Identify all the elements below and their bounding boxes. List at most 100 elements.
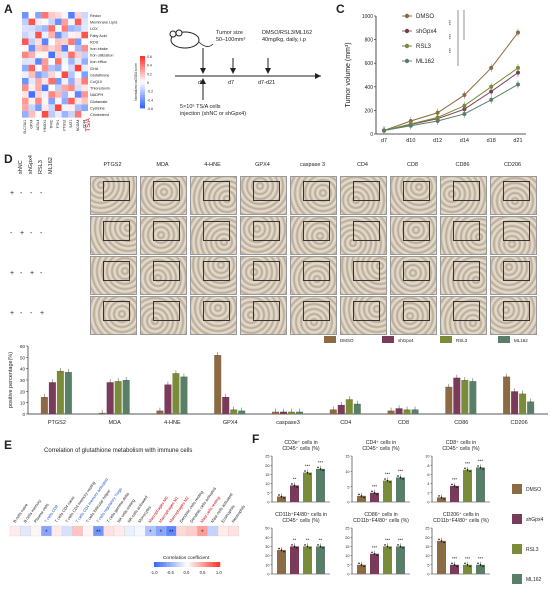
f-bar [450, 485, 459, 502]
c-x-tick-label: d12 [433, 138, 442, 144]
f-data-dot [296, 547, 298, 549]
f-y-tick-label: 5 [427, 563, 429, 567]
heatmap-cell [61, 78, 69, 85]
heatmap-cell [35, 25, 42, 32]
c-legend-marker [404, 28, 410, 34]
f-data-dot [482, 468, 484, 470]
heatmap-cell [22, 78, 29, 85]
d-ihc-image [490, 176, 537, 215]
heatmap-col-label: FTH1 [56, 119, 60, 128]
d-bar [527, 401, 535, 414]
colorbar-tick: -0.2 [147, 90, 153, 94]
colorbar-segment [140, 82, 145, 85]
heatmap-cell [68, 64, 75, 72]
f-significance: ** [293, 476, 297, 481]
heatmap-cell [55, 31, 62, 39]
c-legend-label: DMSO [416, 14, 434, 20]
d-bar [296, 411, 303, 414]
heatmap-cell [74, 91, 82, 98]
d-ihc-image [390, 296, 437, 335]
d-row-sign: - [30, 310, 33, 317]
d-y-tick-label: 60 [20, 344, 26, 349]
f-y-tick-label: 10 [265, 563, 269, 567]
f-y-tick-label: 2 [427, 491, 429, 495]
f-data-dot [363, 496, 365, 499]
heatmap-cell [22, 84, 29, 92]
f-bar [290, 546, 299, 574]
d-y-axis-label: positive percentage(%) [8, 352, 14, 408]
d-bar [64, 372, 72, 414]
d-ihc-image [140, 176, 187, 215]
f-y-tick-label: 10 [345, 554, 349, 558]
heatmap-cell [68, 78, 75, 85]
d-bar [453, 377, 461, 414]
f-data-dot [384, 544, 386, 546]
heatmap-cell [35, 64, 42, 72]
e-significance: * [160, 530, 163, 536]
e-legend-tick: -1.0 [150, 570, 158, 575]
d-marker-header: PTGS2 [103, 162, 122, 168]
heatmap-col-label: PTGS2 [63, 119, 67, 130]
heatmap-col-label: TFRC [49, 119, 53, 129]
d-bar [230, 409, 238, 414]
d-ihc-inset [403, 261, 430, 281]
f-data-dot [464, 562, 466, 565]
heatmap-row-label: Iron intake [90, 47, 108, 51]
b-tumor-size-label: Tumor size 50–100mm³ [216, 30, 246, 43]
c-y-tick-label: 0 [370, 132, 373, 138]
f-data-dot [278, 547, 280, 550]
f-y-tick-label: 10 [345, 470, 349, 474]
d-row-sign: + [10, 190, 15, 197]
f-chart-title: CD45⁺ cells (%) [362, 446, 400, 452]
f-data-dot [358, 493, 360, 496]
c-y-tick-label: 400 [365, 85, 374, 91]
e-heatmap-cell [134, 525, 146, 537]
heatmap-cell [35, 84, 42, 92]
e-legend-segment [213, 562, 216, 567]
d-ihc-image [440, 176, 487, 215]
heatmap-cell [48, 12, 55, 19]
heatmap-row-label: NADPH [90, 93, 104, 97]
f-significance: *** [465, 556, 471, 561]
e-significance: ** [96, 530, 101, 536]
heatmap-row-label: Thioredoxin [90, 87, 110, 91]
heatmap-cell [28, 97, 36, 105]
heatmap-cell [41, 58, 49, 65]
c-significance: *** [448, 20, 453, 26]
d-ihc-inset [203, 221, 230, 241]
heatmap-cell [81, 31, 88, 39]
f-significance: *** [385, 472, 391, 477]
heatmap-col-label: ACSL4 [36, 119, 40, 130]
heatmap-cell [74, 84, 82, 92]
f-data-dot [399, 476, 402, 479]
heatmap-cell [68, 111, 75, 118]
d-bar [519, 393, 527, 414]
heatmap-cell [48, 64, 55, 72]
e-legend-title: Correlation coefficient [163, 555, 210, 561]
d-legend-label: ML162 [514, 338, 528, 343]
e-legend-segment [202, 562, 205, 567]
d-row-sign: + [20, 230, 25, 237]
d-ihc-inset [103, 261, 130, 281]
heatmap-cell [48, 97, 55, 105]
heatmap-cell [41, 71, 49, 78]
heatmap-cell [22, 111, 29, 118]
heatmap-cell [28, 91, 36, 98]
panel-label-f: F [252, 432, 260, 446]
f-data-dot [319, 545, 322, 548]
panel-d-ihc-grid: shNC shGpx4 RSL3 ML162 PTGS2 MDA 4-HNE GPX4 casp… [8, 155, 556, 336]
colorbar-segment [140, 56, 145, 59]
heatmap-cell [68, 18, 75, 26]
d-ihc-inset [203, 181, 230, 201]
d-x-tick-label: CD8 [398, 420, 409, 426]
f-data-dot [291, 544, 293, 546]
heatmap-cell [55, 51, 62, 59]
f-bar [316, 468, 325, 502]
heatmap-cell [68, 104, 75, 111]
d-bar [337, 404, 345, 414]
heatmap-cell [28, 84, 36, 92]
d-ihc-image [90, 216, 137, 255]
e-heatmap-cell [61, 525, 73, 537]
d-ihc-image [240, 216, 287, 255]
